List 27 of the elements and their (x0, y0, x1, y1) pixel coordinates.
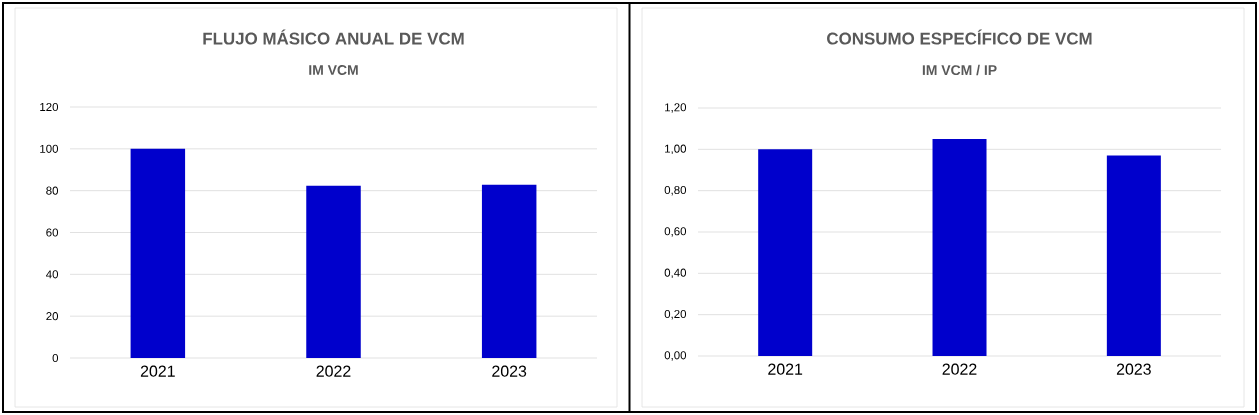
y-tick-label: 1,20 (665, 103, 687, 113)
x-tick-label: 2022 (942, 363, 977, 375)
y-tick-label: 120 (40, 102, 59, 112)
y-tick-label: 20 (46, 312, 59, 321)
y-tick-label: 0,20 (664, 309, 687, 320)
y-tick-label: 40 (46, 270, 59, 279)
x-tick-label: 2021 (140, 365, 175, 377)
chart-subtitle: IM VCM (309, 65, 358, 75)
y-tick-label: 0,40 (664, 268, 687, 279)
y-tick-label: 1,00 (665, 144, 687, 155)
bar (306, 185, 361, 358)
chart-title: FLUJO MÁSICO ANUAL DE VCM (203, 29, 464, 45)
y-tick-label: 0,00 (664, 351, 687, 361)
chart-title: CONSUMO ESPECÍFICO DE VCM (827, 29, 1092, 45)
y-tick-label: 0 (52, 353, 59, 363)
x-tick-label: 2021 (768, 363, 803, 375)
y-tick-label: 60 (46, 228, 59, 237)
chart-subtitle: IM VCM / IP (922, 64, 997, 76)
y-tick-label: 0,60 (664, 227, 687, 237)
x-tick-label: 2023 (492, 365, 527, 377)
bar (130, 148, 186, 358)
y-tick-label: 0,80 (664, 185, 687, 196)
bar (481, 184, 537, 358)
y-tick-label: 100 (40, 144, 59, 153)
x-tick-label: 2023 (1116, 363, 1151, 375)
y-tick-label: 80 (46, 186, 59, 195)
x-tick-label: 2022 (316, 365, 351, 377)
